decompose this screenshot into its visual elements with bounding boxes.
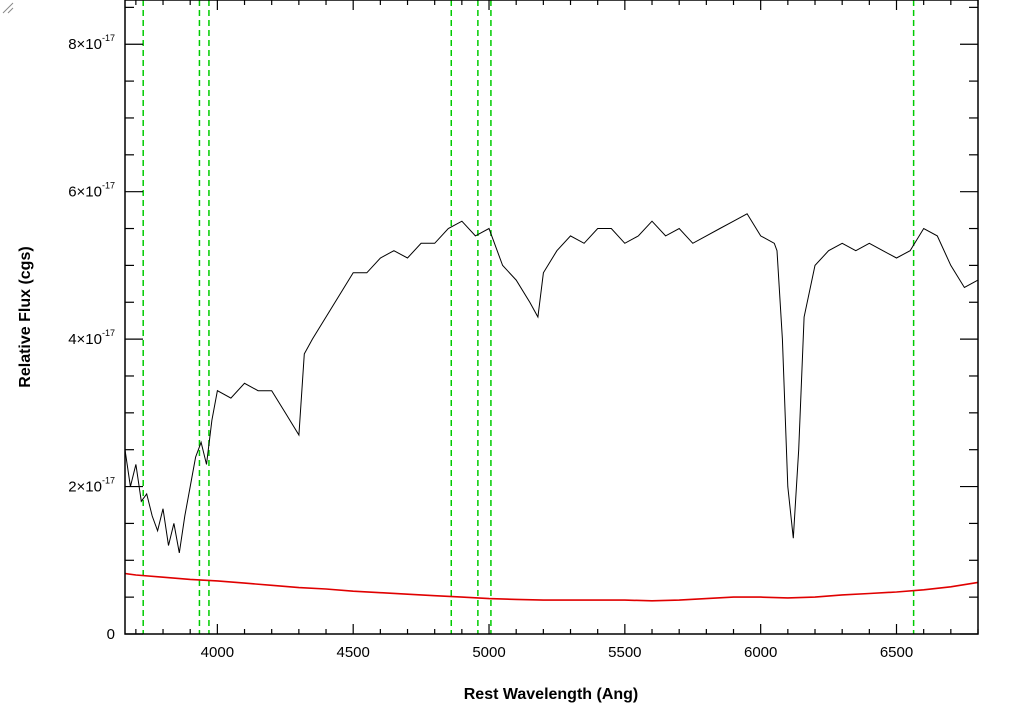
y-tick-mantissa: 8×10 [68,36,102,53]
x-axis: 4000 4500 5000 5500 6000 6500 [135,0,979,661]
y-tick-label: 8×10-17 [68,33,115,53]
y-tick-mantissa: 4×10 [68,331,102,348]
plot-frame [124,0,979,635]
x-tick-label: 5500 [608,644,641,661]
y-tick-mantissa: 6×10 [68,184,102,201]
x-tick-label: 6500 [880,644,913,661]
resize-grip-icon[interactable] [0,0,14,14]
y-tick-mantissa: 2×10 [68,479,102,496]
x-axis-title: Rest Wavelength (Ang) [464,686,639,703]
y-tick-exponent: -17 [102,328,115,338]
y-axis: 02×10-174×10-176×10-178×10-17 [68,6,978,643]
x-tick-label: 5000 [472,644,505,661]
y-tick-label: 2×10-17 [68,476,115,496]
series-layer [124,213,979,602]
y-tick-exponent: -17 [102,181,115,191]
y-tick-mantissa: 0 [107,626,115,643]
x-tick-label: 6000 [744,644,777,661]
x-tick-label: 4000 [201,644,234,661]
y-tick-exponent: -17 [102,476,115,486]
y-tick-label: 0 [107,626,115,643]
x-tick-label: 4500 [337,644,370,661]
y-tick-label: 6×10-17 [68,181,115,201]
series-line-1 [124,572,979,602]
y-axis-title: Relative Flux (cgs) [17,246,34,387]
series-line-0 [124,213,979,553]
y-tick-exponent: -17 [102,33,115,43]
emission-line-markers [142,0,915,634]
y-tick-label: 4×10-17 [68,328,115,348]
